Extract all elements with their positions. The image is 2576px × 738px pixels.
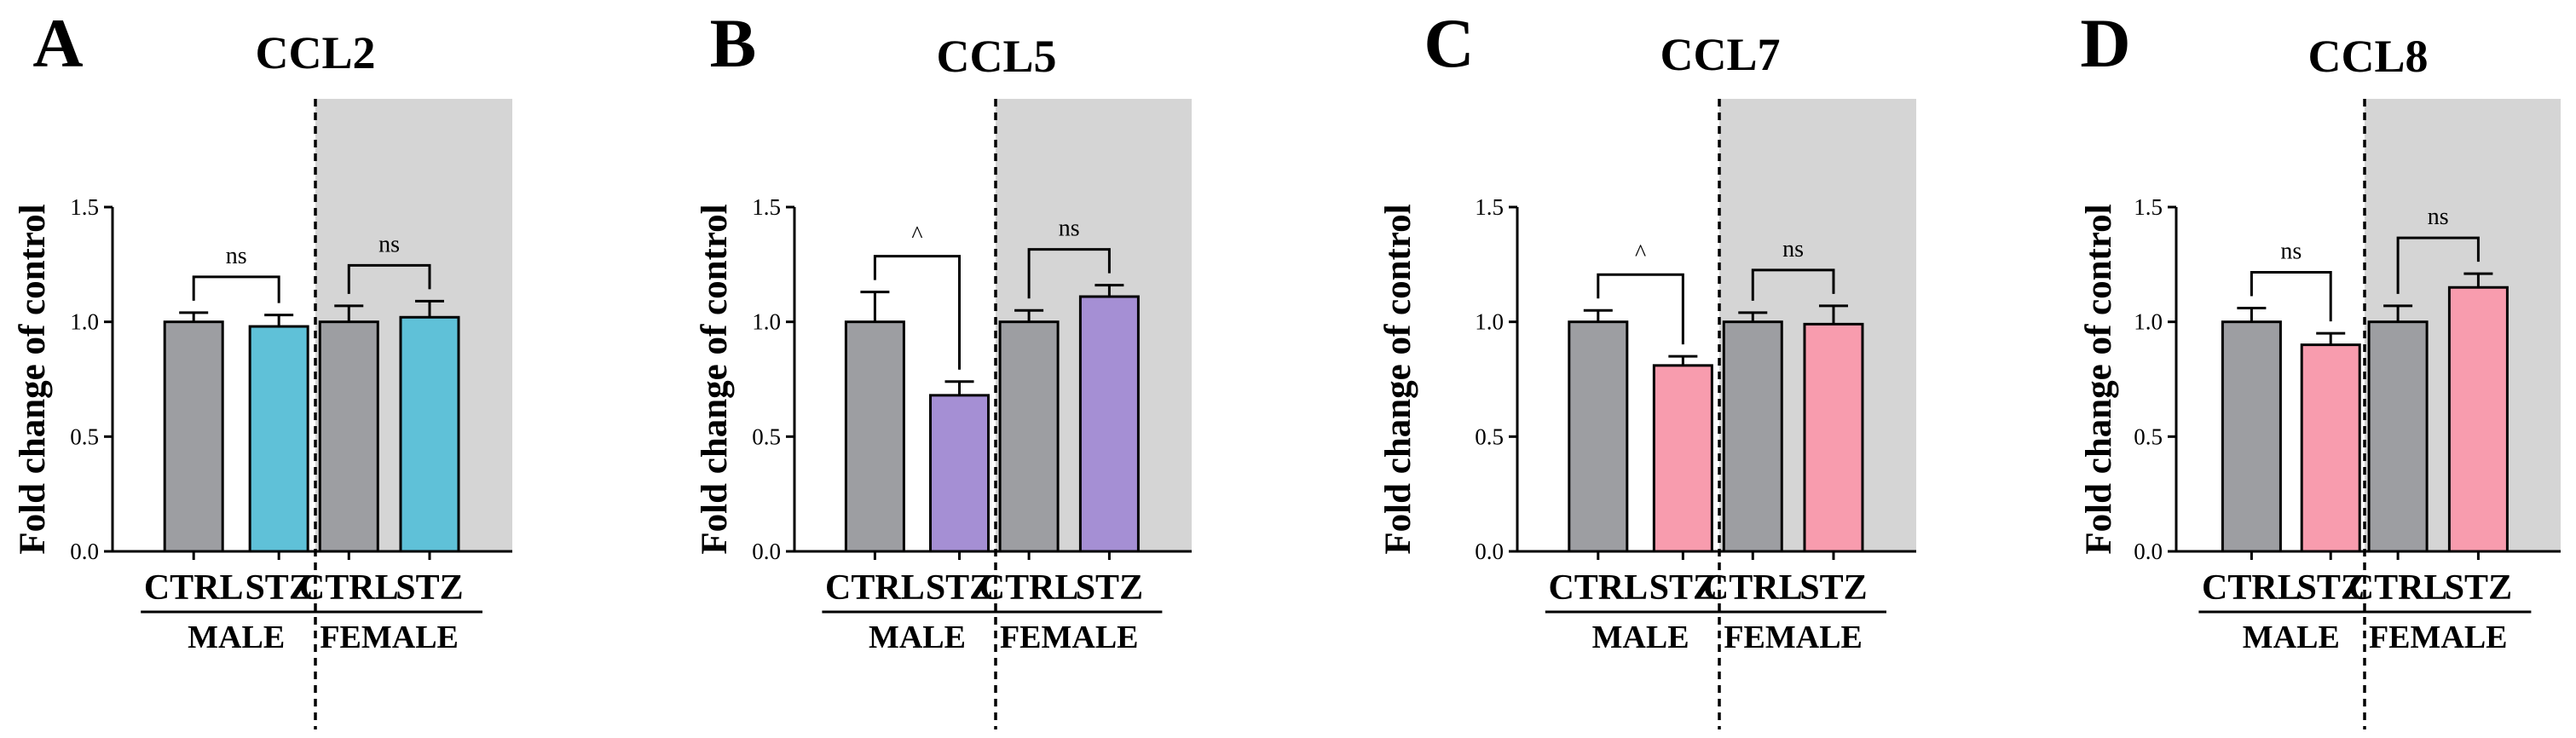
x-category-label: CTRL	[144, 568, 244, 608]
y-tick-label: 1.5	[2134, 194, 2163, 220]
significance-bracket	[1751, 268, 1835, 301]
bar-female-ctrl	[998, 320, 1060, 553]
significance-label: ns	[378, 231, 400, 257]
x-category-label: STZ	[1649, 568, 1717, 608]
panel-letter: C	[1424, 4, 1474, 82]
significance-bracket	[347, 263, 431, 294]
x-category-label: STZ	[2297, 568, 2365, 608]
significance-label: ns	[2428, 204, 2449, 230]
significance-bracket	[1027, 248, 1111, 299]
x-category-label: CTRL	[2348, 568, 2448, 608]
x-category-label: STZ	[1076, 568, 1143, 608]
panel-title: CCL7	[1660, 29, 1780, 80]
bar-male-stz	[248, 325, 309, 553]
y-tick-label: 0.5	[2134, 424, 2163, 449]
panel-title: CCL5	[936, 31, 1056, 82]
y-tick-label: 0.5	[70, 424, 99, 449]
bar-male-ctrl	[2221, 320, 2282, 553]
group-label: MALE	[188, 620, 285, 655]
panel-title: CCL2	[255, 27, 375, 78]
y-tick-label: 1.0	[2134, 309, 2163, 335]
significance-label: ns	[1059, 216, 1080, 242]
x-category-label: CTRL	[2202, 568, 2302, 608]
group-label: FEMALE	[2369, 620, 2508, 655]
y-tick-label: 1.0	[70, 309, 99, 335]
bar-female-stz	[1803, 322, 1864, 553]
y-tick-label: 0.5	[752, 424, 781, 449]
bar-male-ctrl	[844, 320, 905, 553]
y-tick-label: 0.0	[1475, 539, 1504, 564]
x-category-label: STZ	[396, 568, 463, 608]
bar-male-ctrl	[1568, 320, 1629, 553]
group-label: MALE	[1592, 620, 1689, 655]
significance-bracket	[2396, 236, 2480, 294]
y-tick-label: 1.0	[1475, 309, 1504, 335]
bar-female-stz	[1078, 295, 1140, 553]
y-axis-label: Fold change of control	[13, 204, 53, 554]
y-tick-label: 1.0	[752, 309, 781, 335]
bar-female-ctrl	[2367, 320, 2429, 553]
significance-label: ns	[226, 243, 247, 269]
panel-c: C CCL7 Fold change of control 0.0 0.5 1.0 1.5 C…	[1378, 4, 1916, 729]
panel-letter: B	[710, 4, 757, 82]
bar-female-ctrl	[318, 320, 379, 553]
significance-label: ns	[2280, 239, 2302, 265]
y-axis-label: Fold change of control	[695, 204, 735, 554]
significance-bracket	[1597, 273, 1684, 345]
panel-letter: A	[32, 4, 83, 82]
bar-male-stz	[929, 394, 991, 553]
panel-d: D CCL8 Fold change of control 0.0 0.5 1.0 1.5 C…	[2079, 4, 2561, 729]
group-label: MALE	[2243, 620, 2340, 655]
y-tick-label: 1.5	[1475, 194, 1504, 220]
x-category-label: CTRL	[825, 568, 925, 608]
significance-label: ^	[911, 222, 922, 249]
group-label: FEMALE	[1000, 620, 1139, 655]
bar-male-ctrl	[163, 320, 224, 553]
group-label: FEMALE	[320, 620, 459, 655]
x-category-label: STZ	[926, 568, 993, 608]
x-category-label: CTRL	[1703, 568, 1803, 608]
bar-male-stz	[2300, 343, 2361, 553]
significance-label: ^	[1635, 240, 1646, 267]
y-axis-label: Fold change of control	[2079, 204, 2119, 554]
x-category-label: CTRL	[1548, 568, 1648, 608]
y-tick-label: 1.5	[70, 194, 99, 220]
group-label: FEMALE	[1724, 620, 1863, 655]
bar-female-ctrl	[1722, 320, 1783, 553]
significance-label: ns	[1782, 236, 1804, 262]
y-axis-label: Fold change of control	[1378, 204, 1418, 554]
y-tick-label: 0.5	[1475, 424, 1504, 449]
x-category-label: STZ	[1799, 568, 1867, 608]
panel-b: B CCL5 Fold change of control 0.0 0.5 1.0 1.5 C…	[695, 4, 1192, 729]
y-tick-label: 0.0	[2134, 539, 2163, 564]
x-category-label: CTRL	[299, 568, 399, 608]
x-category-label: STZ	[245, 568, 312, 608]
significance-bracket	[873, 255, 962, 370]
bar-female-stz	[2447, 285, 2509, 553]
panel-title: CCL8	[2307, 31, 2428, 82]
panel-letter: D	[2080, 4, 2130, 82]
y-tick-label: 0.0	[752, 539, 781, 564]
bar-female-stz	[399, 315, 460, 553]
y-tick-label: 1.5	[752, 194, 781, 220]
y-tick-label: 0.0	[70, 539, 99, 564]
group-label: MALE	[869, 620, 966, 655]
significance-bracket	[192, 275, 280, 303]
bar-male-stz	[1652, 364, 1713, 553]
x-category-label: STZ	[2445, 568, 2512, 608]
x-category-label: CTRL	[979, 568, 1079, 608]
panel-a: A CCL2 Fold change of control 0.0 0.5 1.0 1.5 C…	[13, 4, 512, 729]
significance-bracket	[2250, 271, 2332, 322]
